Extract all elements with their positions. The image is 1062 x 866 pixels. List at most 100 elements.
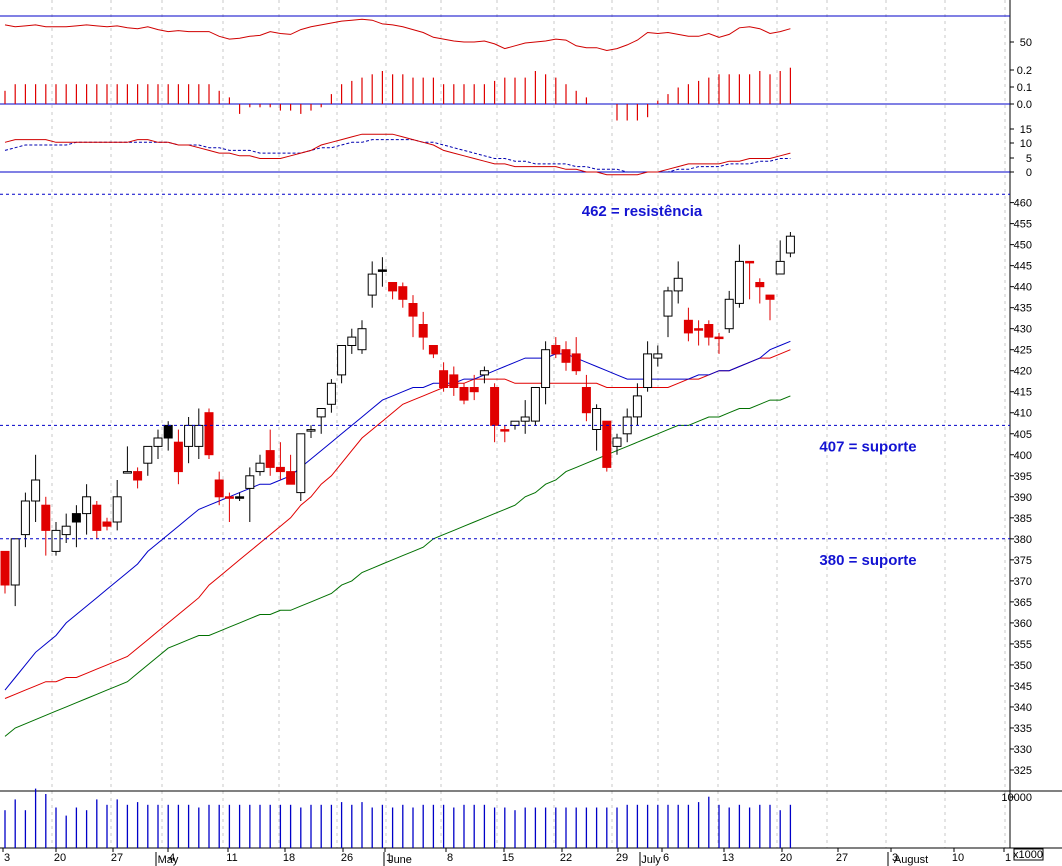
- candle-body: [520, 416, 530, 422]
- x-day-label: 20: [54, 852, 66, 864]
- candle-body: [428, 345, 438, 355]
- candle: [377, 257, 387, 287]
- candle: [214, 471, 224, 506]
- vertical-gridlines: [51, 0, 1006, 848]
- y-tick-label: 385: [1014, 513, 1032, 525]
- candle-body: [133, 471, 143, 481]
- candle: [235, 492, 245, 501]
- candle: [602, 420, 612, 472]
- y-tick-label: 0.0: [1017, 99, 1032, 111]
- annotation-label: 380 = suporte: [819, 552, 916, 569]
- y-tick-label: 365: [1014, 597, 1032, 609]
- y-tick-label: 405: [1014, 429, 1032, 441]
- candle-body: [541, 349, 551, 389]
- candle: [71, 505, 81, 548]
- macd-panel: [4, 133, 791, 176]
- candle-body: [357, 328, 367, 351]
- y-tick-label: 0.1: [1017, 82, 1032, 94]
- candle-body: [122, 471, 132, 474]
- candle-body: [571, 353, 581, 372]
- candle-body: [214, 479, 224, 498]
- candle: [337, 345, 347, 384]
- candle: [775, 240, 785, 275]
- candle-body: [347, 336, 357, 347]
- candle: [643, 341, 653, 392]
- y-tick-label: 460: [1014, 198, 1032, 210]
- y-tick-label: 445: [1014, 261, 1032, 273]
- x-day-label: 26: [341, 852, 353, 864]
- candle: [0, 550, 10, 594]
- candle: [785, 232, 795, 258]
- y-tick-label: 355: [1014, 639, 1032, 651]
- candle: [479, 366, 489, 384]
- candle: [439, 362, 449, 392]
- y-tick-label: 410: [1014, 408, 1032, 420]
- candle-body: [734, 260, 744, 304]
- x-day-label: 8: [447, 852, 453, 864]
- y-tick-label: 360: [1014, 618, 1032, 630]
- reference-lines: 462 = resistência 407 = suporte 380 = supo…: [0, 193, 1010, 569]
- candle: [204, 408, 214, 459]
- candle: [459, 383, 469, 405]
- candle-body: [0, 550, 10, 586]
- y-tick-label: 370: [1014, 576, 1032, 588]
- candle: [745, 260, 755, 300]
- candle-body: [388, 282, 398, 292]
- candle: [673, 261, 683, 304]
- candle: [357, 320, 367, 354]
- candle-body: [41, 504, 51, 531]
- candle-body: [153, 437, 163, 447]
- candle-body: [479, 370, 489, 376]
- candle-body: [235, 496, 245, 499]
- candle: [561, 341, 571, 371]
- candle: [367, 261, 377, 308]
- candle-body: [326, 382, 336, 405]
- x-day-label: 29: [616, 852, 628, 864]
- volume-multiplier-label: x1000: [1013, 849, 1043, 861]
- candle-body: [286, 471, 296, 485]
- candle-body: [510, 420, 520, 426]
- candle: [551, 337, 561, 359]
- candle: [612, 433, 622, 455]
- candle-body: [683, 319, 693, 334]
- candle-body: [163, 424, 173, 439]
- candle: [347, 328, 357, 354]
- candle-body: [643, 353, 653, 388]
- x-month-label: June: [388, 854, 412, 866]
- candle-body: [612, 437, 622, 447]
- candle: [326, 379, 336, 413]
- candle-body: [500, 429, 510, 432]
- candle: [724, 290, 734, 333]
- y-tick-label: 0: [1026, 167, 1032, 179]
- candle: [133, 467, 143, 489]
- candle-body: [632, 395, 642, 418]
- candle-body: [102, 521, 112, 527]
- y-tick-label: 380: [1014, 534, 1032, 546]
- candle: [61, 513, 71, 543]
- candle: [173, 429, 183, 485]
- candle: [694, 320, 704, 346]
- candle: [10, 538, 20, 607]
- candle-body: [184, 424, 194, 447]
- candle-body: [439, 370, 449, 389]
- candle: [255, 454, 265, 476]
- x-day-label: 1: [386, 852, 392, 864]
- y-tick-label: 415: [1014, 387, 1032, 399]
- axes: 500.20.10.015105046045545044544043543042…: [2, 37, 1044, 866]
- candle: [82, 484, 92, 535]
- volume-multiplier-box: [1013, 848, 1044, 861]
- y-tick-label: 375: [1014, 555, 1032, 567]
- candle: [143, 445, 153, 476]
- candle: [530, 387, 540, 426]
- candle-body: [245, 475, 255, 489]
- annotation-label: 462 = resistência: [582, 203, 703, 220]
- candle-body: [82, 496, 92, 515]
- y-tick-label: 395: [1014, 471, 1032, 483]
- candle-body: [673, 277, 683, 292]
- candle-body: [561, 349, 571, 363]
- candle-body: [592, 408, 602, 430]
- x-day-label: 20: [780, 852, 792, 864]
- candle: [20, 492, 30, 548]
- candle: [31, 454, 41, 522]
